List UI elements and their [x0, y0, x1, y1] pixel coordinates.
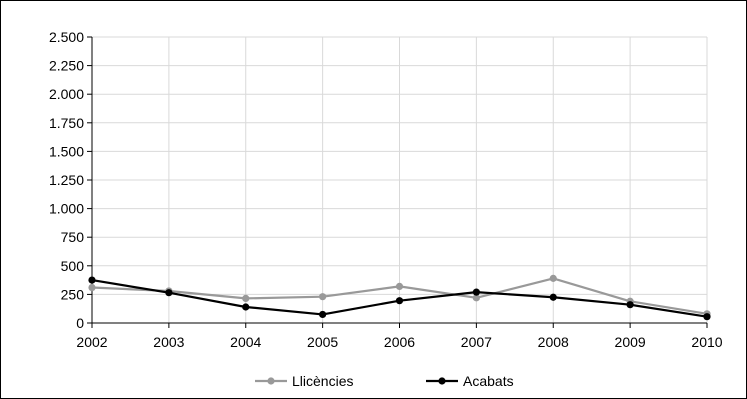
data-point	[165, 289, 173, 297]
x-tick-label: 2010	[691, 334, 722, 350]
x-tick-label: 2003	[153, 334, 184, 350]
series	[88, 274, 711, 321]
y-tick-label: 1.750	[49, 115, 84, 131]
y-tick-label: 2.500	[49, 29, 84, 45]
data-point	[395, 297, 404, 305]
y-axis-tick-labels: 0 250 500 750 1.000 1.250 1.500 1.750 2.000 2.250…	[49, 29, 84, 331]
legend-item: Acabats	[426, 373, 514, 389]
data-point	[703, 313, 711, 321]
x-tick-label: 2007	[461, 334, 492, 350]
data-point	[395, 282, 404, 290]
y-tick-label: 1.250	[49, 172, 84, 188]
data-point	[88, 276, 96, 284]
data-point	[626, 301, 634, 309]
y-tick-label: 2.250	[49, 58, 84, 74]
data-point	[472, 294, 480, 302]
data-point	[88, 283, 96, 292]
data-point	[472, 288, 480, 296]
data-point	[242, 294, 250, 303]
y-tick-label: 0	[76, 315, 84, 331]
legend-swatch-marker	[438, 377, 446, 385]
grid-lines	[91, 36, 708, 323]
x-tick-label: 2004	[230, 334, 261, 350]
x-tick-label: 2005	[307, 334, 338, 350]
legend-swatch-marker	[267, 377, 275, 385]
y-tick-label: 250	[61, 286, 85, 302]
x-tick-label: 2002	[76, 334, 107, 350]
data-point	[242, 303, 250, 311]
legend-label: Acabats	[463, 373, 514, 389]
legend: Llicències Acabats	[255, 373, 514, 389]
series-2	[88, 276, 711, 321]
y-tick-label: 750	[61, 229, 85, 245]
x-tick-label: 2008	[538, 334, 569, 350]
legend-label: Llicències	[292, 373, 353, 389]
data-point	[319, 293, 327, 301]
data-point	[319, 310, 327, 319]
data-point	[549, 274, 557, 282]
y-tick-label: 1.500	[49, 143, 84, 159]
data-point	[549, 293, 557, 301]
axes	[87, 36, 708, 328]
y-tick-label: 1.000	[49, 201, 84, 217]
x-tick-label: 2006	[384, 334, 415, 350]
legend-item: Llicències	[255, 373, 353, 389]
x-tick-label: 2009	[615, 334, 646, 350]
x-axis-tick-labels: 2002 2003 2004 2005 2006 2007 2008 2009 2010	[76, 334, 722, 350]
y-tick-label: 2.000	[49, 86, 84, 102]
y-tick-label: 500	[61, 258, 85, 274]
